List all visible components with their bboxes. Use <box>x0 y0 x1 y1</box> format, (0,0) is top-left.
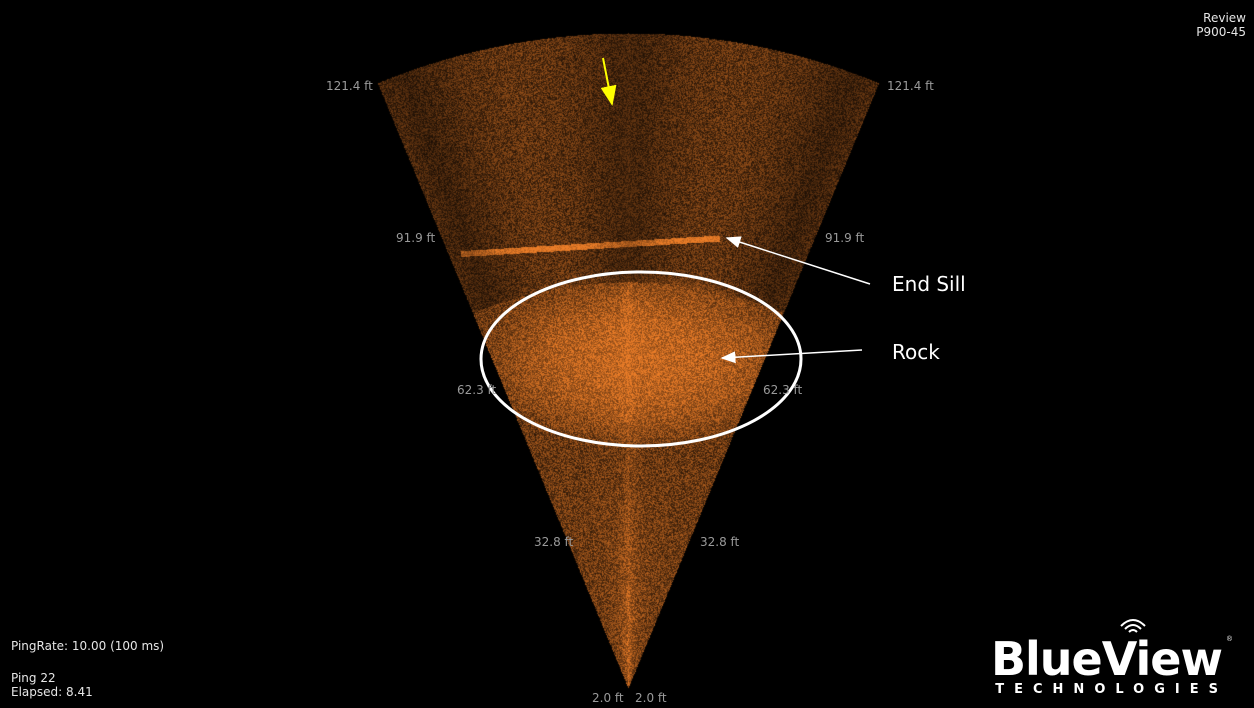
ping-rate-readout: PingRate: 10.00 (100 ms) <box>11 639 165 653</box>
blueview-logo: BlueView ® TECHNOLOGIES <box>991 612 1234 702</box>
logo-wordmark: BlueView <box>990 632 1223 686</box>
range-label-91-left: 91.9 ft <box>396 231 436 245</box>
range-label-32-right: 32.8 ft <box>700 535 740 549</box>
rock-label: Rock <box>892 340 940 364</box>
logo-subtitle: TECHNOLOGIES <box>995 682 1228 697</box>
end-sill-label: End Sill <box>892 272 966 296</box>
sonar-waves-icon <box>1120 619 1146 633</box>
yellow-pointer-arrow <box>600 57 617 106</box>
end-sill-arrow <box>725 236 871 285</box>
range-label-121-right: 121.4 ft <box>887 79 934 93</box>
logo-registered-mark: ® <box>1226 636 1232 643</box>
rock-ellipse <box>479 270 803 448</box>
range-label-62-right: 62.3 ft <box>763 383 803 397</box>
rock-arrow <box>720 349 863 364</box>
mode-indicator: Review P900-45 <box>1196 11 1246 39</box>
ping-count-readout: Ping 22 <box>11 671 56 685</box>
range-label-32-left: 32.8 ft <box>534 535 574 549</box>
elapsed-readout: Elapsed: 8.41 <box>11 685 93 699</box>
range-label-91-right: 91.9 ft <box>825 231 865 245</box>
range-label-2-left: 2.0 ft <box>592 691 624 705</box>
mode-label: Review <box>1203 11 1246 25</box>
range-label-62-left: 62.3 ft <box>457 383 497 397</box>
device-label: P900-45 <box>1196 25 1246 39</box>
range-label-2-right: 2.0 ft <box>635 691 667 705</box>
range-label-121-left: 121.4 ft <box>326 79 373 93</box>
